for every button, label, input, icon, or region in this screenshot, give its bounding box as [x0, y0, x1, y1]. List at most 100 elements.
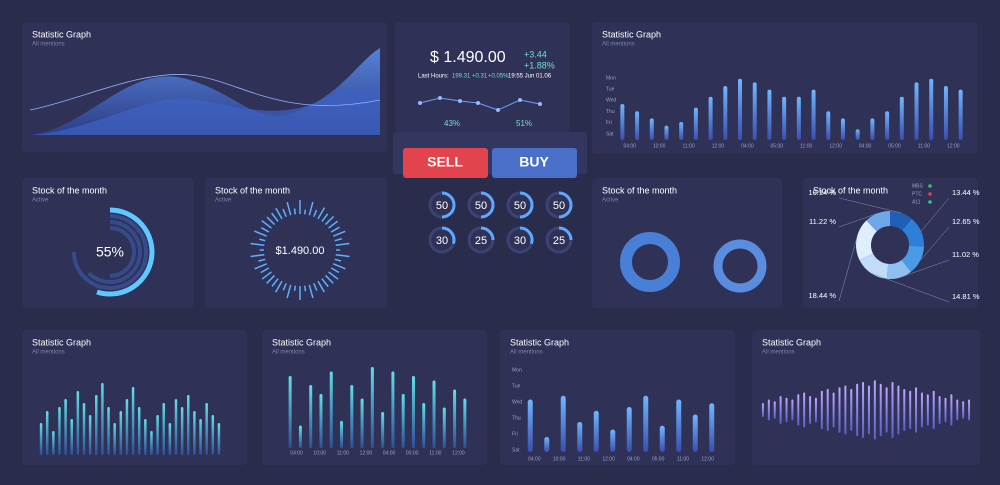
bar	[870, 118, 875, 140]
legend-dot	[928, 192, 932, 196]
bar	[391, 371, 395, 448]
bar	[832, 392, 835, 428]
pie-segment	[902, 218, 924, 247]
dial-arc	[441, 226, 456, 245]
radial-tick	[317, 207, 326, 220]
bar	[767, 89, 772, 140]
bar	[329, 371, 333, 448]
leader-line	[838, 239, 857, 302]
bar	[527, 399, 533, 452]
sell-label[interactable]: SELL	[427, 154, 463, 170]
y-tick-label: Sat	[512, 447, 520, 453]
radial-tick	[335, 253, 350, 258]
bar	[180, 407, 184, 455]
bar	[914, 82, 919, 140]
leader-line	[899, 259, 950, 278]
bar	[411, 376, 415, 448]
x-tick-label: 04:00	[859, 143, 872, 149]
bar	[796, 96, 801, 140]
y-tick-label: Thu	[512, 415, 521, 421]
y-tick-label: Mon	[606, 75, 616, 81]
radial-tick	[271, 212, 279, 222]
bar	[679, 122, 684, 140]
panel-subtitle: All mentions	[272, 350, 305, 356]
bar	[610, 429, 616, 452]
buy-button[interactable]	[492, 148, 577, 178]
gauge-track	[109, 226, 136, 278]
x-tick-label: 12:00	[712, 143, 725, 149]
x-tick-label: 12:00	[947, 143, 960, 149]
pie-segment	[886, 260, 911, 279]
pie-segment	[890, 211, 912, 231]
bar	[643, 395, 649, 452]
radial-tick	[313, 209, 318, 218]
panel-subtitle: All mentions	[32, 42, 65, 48]
radial-tick	[250, 242, 265, 247]
y-tick-label: Mon	[512, 367, 522, 373]
price: $ 1.490.00	[430, 49, 506, 66]
bar	[381, 412, 385, 448]
pie-segment	[859, 253, 889, 279]
radial-tick	[260, 267, 270, 274]
x-tick-label: 05:00	[771, 143, 784, 149]
bar	[131, 387, 135, 455]
bar	[360, 398, 364, 448]
y-tick-label: Thu	[606, 109, 615, 115]
last-value: 199.31	[452, 74, 471, 80]
pie-label: 11.22 %	[809, 217, 836, 226]
panel	[262, 330, 487, 465]
bar	[150, 431, 153, 455]
bar	[814, 397, 817, 423]
dial-label: 50	[514, 200, 526, 212]
panel	[22, 178, 194, 308]
bar	[850, 389, 853, 431]
panel-title: Statistic Graph	[32, 29, 91, 39]
radial-tick	[274, 280, 283, 293]
area-shape	[30, 88, 380, 135]
bar	[577, 422, 583, 452]
radial-tick	[261, 220, 272, 229]
radial-tick	[321, 213, 329, 222]
buy-label[interactable]: BUY	[519, 154, 549, 170]
bar	[785, 397, 788, 423]
bar	[943, 86, 948, 140]
radial-tick	[286, 201, 292, 216]
radial-tick	[286, 284, 292, 299]
radial-tick	[330, 267, 340, 274]
bar	[826, 111, 831, 140]
pie-segment	[866, 211, 890, 232]
bar	[88, 415, 92, 455]
bar	[932, 390, 935, 430]
sell-button[interactable]	[403, 148, 488, 178]
x-tick-label: 11:00	[918, 143, 930, 149]
bar	[137, 407, 141, 455]
leader-line	[920, 226, 950, 261]
bar	[442, 407, 446, 448]
radial-tick	[293, 285, 297, 291]
pie-label: 12.65 %	[952, 217, 980, 226]
radial-label: $1.490.00	[276, 245, 325, 257]
legend-dot	[928, 184, 932, 188]
x-tick-label: 10:00	[653, 143, 666, 149]
radial-tick	[282, 282, 287, 291]
radial-tick	[259, 238, 266, 242]
bar	[58, 407, 61, 455]
y-tick-label: Wed	[606, 98, 616, 104]
bar	[156, 415, 159, 455]
radial-tick	[308, 284, 314, 299]
radial-tick	[308, 201, 314, 216]
bar	[855, 129, 860, 140]
bar	[723, 86, 728, 140]
bar	[82, 403, 86, 455]
x-tick-label: 04:00	[741, 143, 754, 149]
bar	[95, 395, 98, 455]
leader-line	[870, 272, 950, 303]
ring	[713, 239, 767, 293]
x-tick-label: 04:00	[623, 143, 636, 149]
radial-tick	[250, 253, 265, 258]
y-tick-label: Fri	[512, 431, 518, 437]
y-tick-label: Tue	[606, 87, 615, 93]
bar	[298, 425, 302, 448]
